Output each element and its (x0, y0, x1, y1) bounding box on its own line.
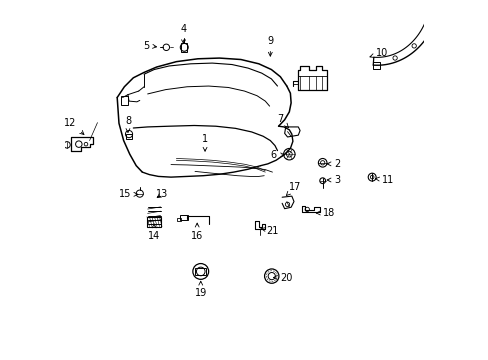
Text: 14: 14 (148, 224, 160, 240)
Text: 21: 21 (260, 226, 278, 236)
Text: 10: 10 (369, 48, 388, 58)
Text: 1: 1 (202, 134, 208, 151)
Text: 12: 12 (64, 118, 84, 135)
Text: 13: 13 (156, 189, 168, 199)
Text: 6: 6 (269, 150, 284, 160)
Text: 19: 19 (194, 281, 206, 298)
Text: 15: 15 (119, 189, 138, 199)
Bar (121, 96, 128, 105)
Bar (147, 217, 161, 226)
Text: 9: 9 (267, 36, 273, 56)
Text: 18: 18 (316, 208, 334, 218)
Text: 3: 3 (326, 175, 340, 185)
Text: 4: 4 (180, 24, 186, 44)
Text: 5: 5 (142, 41, 156, 50)
Text: 20: 20 (273, 273, 292, 283)
Text: 17: 17 (286, 182, 300, 195)
Text: 7: 7 (277, 114, 288, 127)
Bar (181, 43, 187, 51)
Text: 8: 8 (124, 116, 131, 132)
Text: 16: 16 (191, 223, 203, 240)
Bar (177, 219, 181, 221)
Bar (195, 268, 206, 275)
Text: 11: 11 (375, 175, 393, 185)
Bar (180, 215, 187, 220)
Bar (126, 134, 132, 139)
Text: 2: 2 (326, 159, 340, 169)
